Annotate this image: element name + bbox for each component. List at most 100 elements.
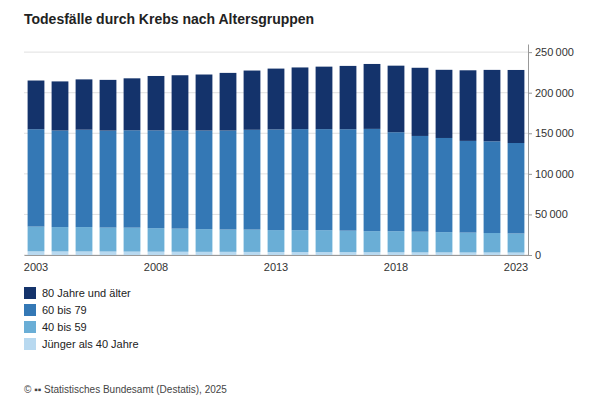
tick-label: 0 xyxy=(535,249,541,261)
bar xyxy=(292,67,309,129)
tick-label: 150 000 xyxy=(535,127,574,139)
x-axis: 2003 2008 2013 2018 2023 xyxy=(24,256,529,273)
chart: Todesfälle durch Krebs nach Altersgruppe… xyxy=(0,0,600,405)
bar xyxy=(28,227,45,252)
tick-label: 2018 xyxy=(384,261,408,273)
bar xyxy=(268,69,285,130)
tick-label: 200 000 xyxy=(535,87,574,99)
bar xyxy=(244,230,261,252)
bar xyxy=(124,78,141,130)
bar xyxy=(388,66,405,133)
bar xyxy=(100,80,117,131)
bar xyxy=(268,252,285,255)
bar xyxy=(484,70,501,141)
bar xyxy=(28,81,45,130)
bar xyxy=(100,228,117,252)
bar xyxy=(340,231,357,253)
bar xyxy=(292,230,309,252)
bar xyxy=(124,252,141,255)
legend-item: 80 Jahre und älter xyxy=(24,287,131,299)
bar xyxy=(508,143,525,233)
y-axis: 0 50 000 100 000 150 000 200 000 250 000 xyxy=(528,45,574,262)
bar xyxy=(508,70,525,143)
bar xyxy=(436,70,453,138)
legend: 80 Jahre und älter 60 bis 79 40 bis 59 Jüng… xyxy=(24,287,139,350)
bar xyxy=(244,71,261,130)
bar xyxy=(172,229,189,252)
bar xyxy=(244,130,261,230)
legend-swatch xyxy=(24,321,36,333)
tick-label: 250 000 xyxy=(535,46,574,58)
tick: 0 xyxy=(528,249,541,261)
bar xyxy=(220,252,237,255)
bar xyxy=(220,230,237,252)
bar xyxy=(148,76,165,130)
bar xyxy=(28,251,45,255)
grid-line xyxy=(24,52,528,53)
tick-mark xyxy=(528,133,532,134)
bar xyxy=(460,70,477,141)
tick-label: 2003 xyxy=(24,261,48,273)
legend-swatch xyxy=(24,287,36,299)
bar xyxy=(340,252,357,255)
bar xyxy=(316,129,333,230)
bar xyxy=(268,129,285,230)
bar xyxy=(76,251,93,255)
bar xyxy=(244,252,261,255)
bar xyxy=(196,229,213,252)
bar xyxy=(316,67,333,129)
tick: 50 000 xyxy=(528,208,568,220)
bar xyxy=(52,81,69,130)
tick: 100 000 xyxy=(528,168,574,180)
legend-label: 40 bis 59 xyxy=(42,321,87,333)
bar xyxy=(196,131,213,230)
tick: 150 000 xyxy=(528,127,574,139)
bar xyxy=(436,252,453,255)
tick: 200 000 xyxy=(528,87,574,99)
bar xyxy=(28,129,45,226)
bar xyxy=(196,75,213,131)
tick-mark xyxy=(528,214,532,215)
bar xyxy=(412,252,429,255)
bar xyxy=(436,232,453,252)
bar xyxy=(76,79,93,129)
tick: 2023 xyxy=(504,261,528,273)
series-2 xyxy=(28,129,525,234)
bar xyxy=(316,252,333,255)
bar xyxy=(196,252,213,255)
tick-label: 2008 xyxy=(144,261,168,273)
bar xyxy=(100,252,117,255)
bar xyxy=(388,231,405,252)
grid xyxy=(24,52,528,255)
bar xyxy=(388,132,405,231)
legend-swatch xyxy=(24,338,36,350)
legend-label: Jünger als 40 Jahre xyxy=(42,338,139,350)
bar xyxy=(52,131,69,228)
bar xyxy=(484,141,501,233)
bar xyxy=(172,130,189,228)
tick-label: 2013 xyxy=(264,261,288,273)
tick: 2003 xyxy=(24,261,48,273)
bar xyxy=(172,75,189,130)
bar xyxy=(52,251,69,255)
bar xyxy=(148,252,165,255)
legend-item: Jünger als 40 Jahre xyxy=(24,338,139,350)
tick: 250 000 xyxy=(528,46,574,58)
tick-mark xyxy=(528,174,532,175)
legend-label: 60 bis 79 xyxy=(42,304,87,316)
bar xyxy=(460,252,477,255)
bar xyxy=(412,68,429,136)
bar xyxy=(412,232,429,253)
tick: 2008 xyxy=(144,261,168,273)
bar xyxy=(76,227,93,251)
bar xyxy=(268,230,285,252)
tick-label: 2023 xyxy=(504,261,528,273)
bar xyxy=(316,230,333,252)
legend-label: 80 Jahre und älter xyxy=(42,287,131,299)
bar xyxy=(340,129,357,230)
bar xyxy=(52,227,69,251)
bar xyxy=(148,228,165,252)
tick-label: 100 000 xyxy=(535,168,574,180)
bar xyxy=(124,228,141,252)
bar xyxy=(364,231,381,252)
